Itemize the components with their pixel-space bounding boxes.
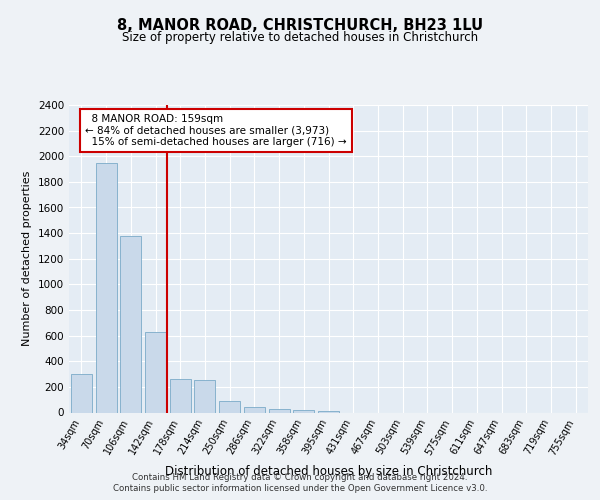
Text: Size of property relative to detached houses in Christchurch: Size of property relative to detached ho… xyxy=(122,31,478,44)
Bar xyxy=(318,410,339,412)
Y-axis label: Number of detached properties: Number of detached properties xyxy=(22,171,32,346)
Bar xyxy=(293,410,314,412)
Bar xyxy=(194,380,215,412)
Bar xyxy=(269,408,290,412)
Text: 8 MANOR ROAD: 159sqm
← 84% of detached houses are smaller (3,973)
  15% of semi-: 8 MANOR ROAD: 159sqm ← 84% of detached h… xyxy=(85,114,347,147)
Text: 8, MANOR ROAD, CHRISTCHURCH, BH23 1LU: 8, MANOR ROAD, CHRISTCHURCH, BH23 1LU xyxy=(117,18,483,32)
Bar xyxy=(95,162,116,412)
Text: Contains HM Land Registry data © Crown copyright and database right 2024.: Contains HM Land Registry data © Crown c… xyxy=(132,472,468,482)
Bar xyxy=(145,332,166,412)
Bar xyxy=(170,379,191,412)
Text: Contains public sector information licensed under the Open Government Licence v3: Contains public sector information licen… xyxy=(113,484,487,493)
Bar xyxy=(244,407,265,412)
Bar xyxy=(71,374,92,412)
X-axis label: Distribution of detached houses by size in Christchurch: Distribution of detached houses by size … xyxy=(165,465,492,478)
Bar xyxy=(219,401,240,412)
Bar xyxy=(120,236,141,412)
